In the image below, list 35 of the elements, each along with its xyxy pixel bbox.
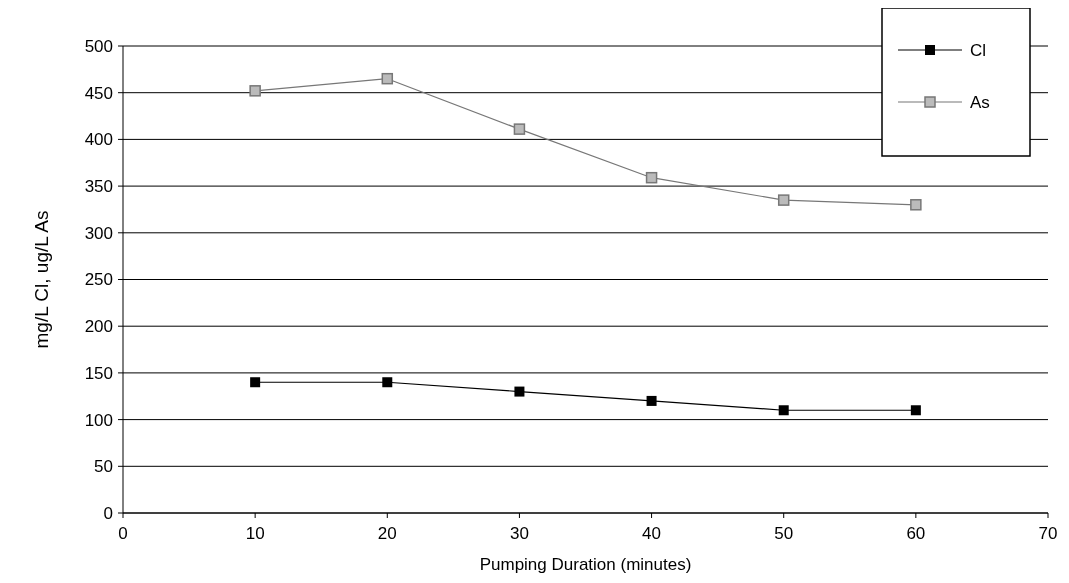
x-axis-title: Pumping Duration (minutes) [479,555,692,574]
x-tick-label: 70 [1038,524,1058,543]
point [249,85,261,97]
x-tick-label: 10 [245,524,265,543]
x-tick-label: 30 [509,524,529,543]
y-tick-label: 500 [84,36,113,56]
y-tick-label: 400 [84,130,113,150]
x-tick-label: 20 [377,524,397,543]
y-tick-label: 450 [84,83,113,103]
point [646,395,657,406]
legend-label: Cl [970,40,987,60]
legend-label: As [970,92,990,112]
y-axis-title: mg/L Cl, ug/L As [31,210,52,349]
point [250,377,261,388]
y-tick-label: 350 [84,177,113,197]
point [381,72,394,85]
point [777,194,790,206]
x-tick-label: 40 [642,524,662,543]
point [513,123,526,135]
x-tick-label: 0 [118,524,128,543]
y-tick-label: 0 [103,503,113,523]
point [514,386,525,397]
y-tick-label: 50 [94,457,113,477]
point [910,199,922,211]
x-tick-label: 50 [774,524,794,543]
point [382,377,393,388]
point [645,171,658,184]
x-tick-label: 60 [906,524,926,543]
y-tick-label: 200 [84,317,113,337]
y-tick-label: 250 [84,270,113,290]
point [778,405,789,416]
point [910,405,921,416]
y-tick-label: 150 [84,363,113,383]
y-tick-label: 300 [84,223,113,243]
y-tick-label: 100 [84,410,113,430]
